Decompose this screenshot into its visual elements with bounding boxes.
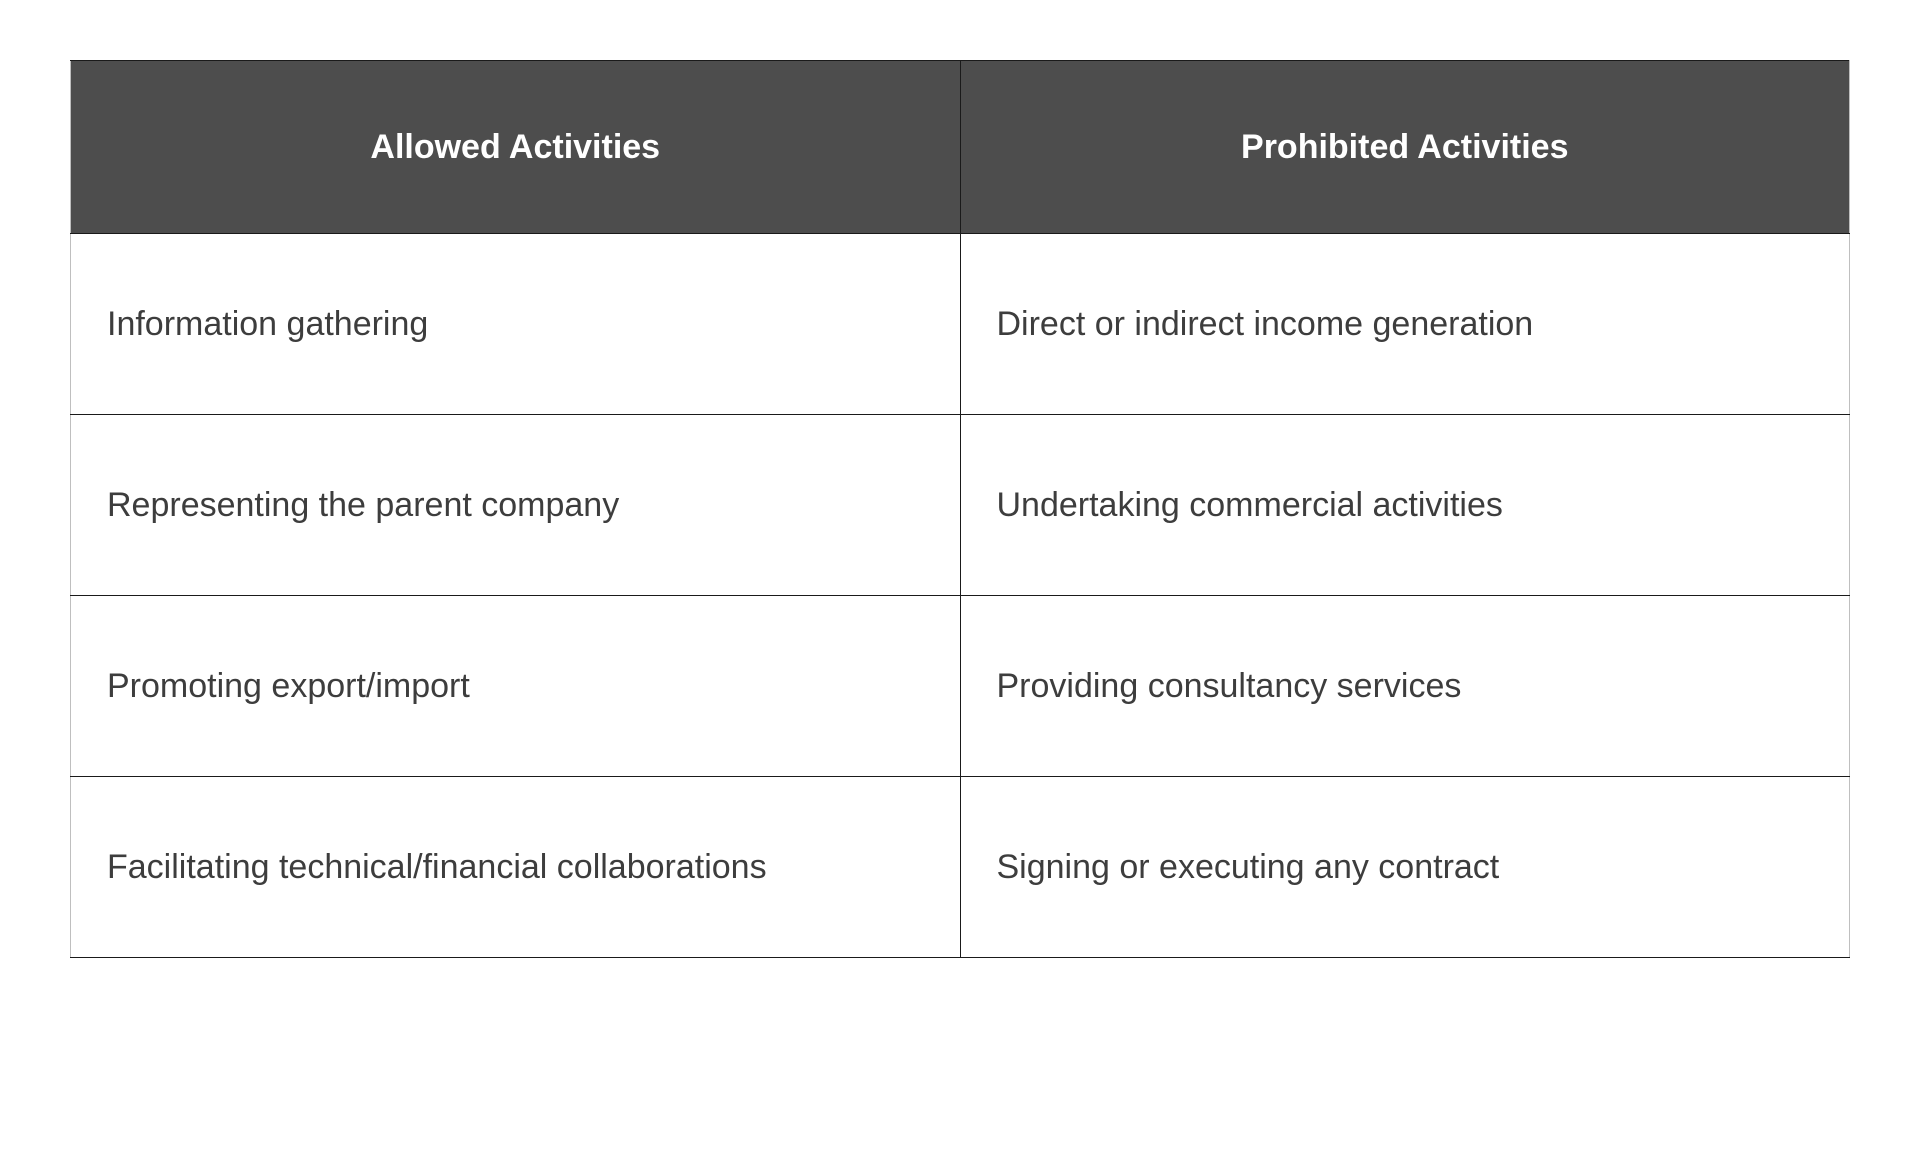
cell-prohibited: Providing consultancy services bbox=[960, 596, 1850, 777]
cell-allowed: Promoting export/import bbox=[71, 596, 961, 777]
table-row: Information gathering Direct or indirect… bbox=[71, 234, 1850, 415]
table-container: Allowed Activities Prohibited Activities… bbox=[0, 0, 1920, 1018]
cell-prohibited: Signing or executing any contract bbox=[960, 777, 1850, 958]
col-header-prohibited: Prohibited Activities bbox=[960, 61, 1850, 234]
col-header-allowed: Allowed Activities bbox=[71, 61, 961, 234]
table-row: Facilitating technical/financial collabo… bbox=[71, 777, 1850, 958]
cell-allowed: Representing the parent company bbox=[71, 415, 961, 596]
activities-table: Allowed Activities Prohibited Activities… bbox=[70, 60, 1850, 958]
cell-allowed: Facilitating technical/financial collabo… bbox=[71, 777, 961, 958]
cell-prohibited: Direct or indirect income generation bbox=[960, 234, 1850, 415]
table-header-row: Allowed Activities Prohibited Activities bbox=[71, 61, 1850, 234]
table-row: Representing the parent company Undertak… bbox=[71, 415, 1850, 596]
cell-allowed: Information gathering bbox=[71, 234, 961, 415]
cell-prohibited: Undertaking commercial activities bbox=[960, 415, 1850, 596]
table-row: Promoting export/import Providing consul… bbox=[71, 596, 1850, 777]
